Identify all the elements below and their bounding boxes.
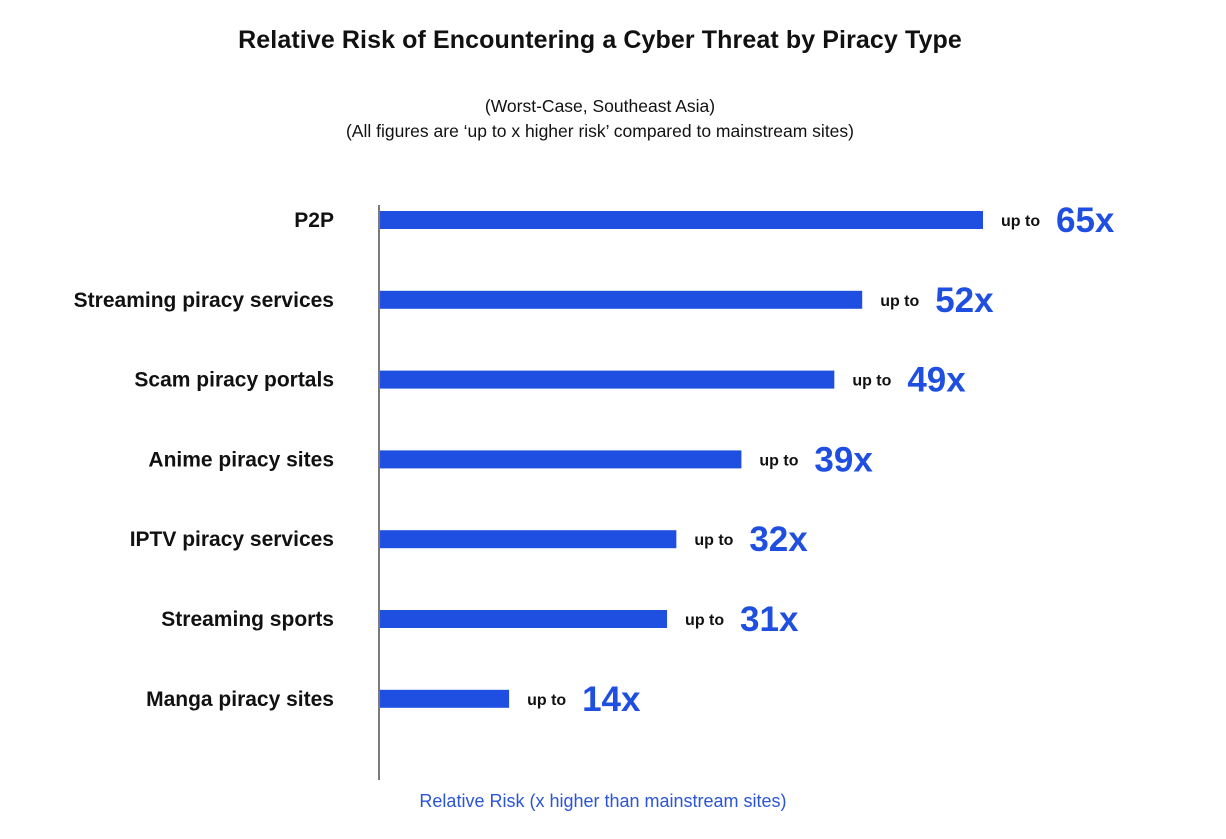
category-label: Streaming sports [161,608,334,631]
bar [380,450,742,469]
data-label-prefix: up to [852,373,891,390]
bar [380,370,835,389]
data-label: 49x [907,361,966,400]
chart-title: Relative Risk of Encountering a Cyber Th… [238,26,962,54]
chart-subtitle-line-1: (Worst-Case, Southeast Asia) [484,96,716,116]
data-label: 14x [582,680,641,719]
bar [380,290,863,309]
x-axis-title: Relative Risk (x higher than mainstream … [419,791,786,811]
data-label-prefix: up to [527,692,566,709]
data-label-prefix: up to [759,452,798,469]
data-label-prefix: up to [1001,213,1040,230]
data-label-prefix: up to [880,293,919,310]
category-label: Scam piracy portals [134,369,334,392]
chart-subtitle-line-2: (All figures are ‘up to x higher risk’ c… [345,121,854,141]
category-label: Streaming piracy services [74,289,334,312]
bar [380,610,668,628]
bar [380,211,983,229]
data-label: 31x [740,600,799,639]
category-label: P2P [294,209,334,232]
category-label: Manga piracy sites [146,688,334,711]
data-label-prefix: up to [694,532,733,549]
bars-layer: P2P up to 65x Streaming piracy services up t… [74,201,1115,719]
data-label-prefix: up to [685,612,724,629]
data-label: 39x [814,440,873,479]
data-label: 52x [935,281,994,320]
data-label: 32x [749,520,808,559]
data-label: 65x [1056,201,1115,240]
category-label: Anime piracy sites [148,448,334,471]
bar [380,530,677,549]
category-label: IPTV piracy services [130,528,334,551]
bar [380,689,510,708]
